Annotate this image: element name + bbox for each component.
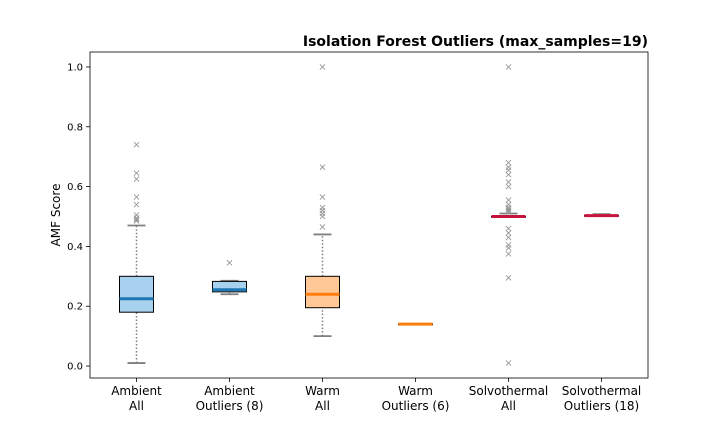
outlier-point: [505, 360, 512, 366]
outlier-stroke: [505, 197, 512, 203]
x-tick-label: Outliers (6): [382, 399, 450, 413]
outlier-stroke: [133, 176, 140, 183]
box-group: [119, 141, 154, 364]
outlier-point: [505, 171, 512, 178]
outlier-stroke: [505, 360, 512, 366]
y-tick-label: 1.0: [67, 62, 83, 73]
outlier-stroke: [133, 141, 140, 148]
outlier-point: [505, 225, 512, 232]
box-group: [491, 64, 526, 366]
outlier-stroke: [226, 259, 233, 266]
outlier-stroke: [505, 234, 512, 241]
outlier-point: [319, 204, 326, 211]
outlier-stroke: [505, 179, 512, 186]
outlier-stroke: [133, 218, 140, 224]
outlier-point: [505, 201, 512, 208]
outlier-stroke: [319, 194, 326, 200]
outlier-stroke: [133, 201, 140, 208]
outlier-point: [133, 170, 140, 177]
x-tick-label: Solvothermal: [562, 384, 642, 398]
outlier-point: [133, 176, 140, 183]
outlier-point: [319, 210, 326, 217]
plot-area: 0.00.20.40.60.81.0AmbientAllAmbientOutli…: [67, 51, 649, 413]
outlier-stroke: [133, 216, 140, 223]
x-tick-label: All: [501, 399, 516, 413]
box-group: [398, 322, 433, 326]
outlier-stroke: [133, 170, 140, 177]
chart-title: Isolation Forest Outliers (max_samples=1…: [303, 34, 648, 50]
outlier-point: [505, 274, 512, 281]
outlier-point: [505, 167, 512, 174]
outlier-stroke: [505, 167, 512, 174]
x-tick-label: Solvothermal: [469, 384, 549, 398]
outlier-stroke: [505, 274, 512, 281]
outlier-point: [319, 64, 326, 70]
outlier-point: [319, 224, 326, 230]
outlier-stroke: [319, 164, 326, 171]
outlier-point: [505, 159, 512, 166]
x-tick-label: Warm: [398, 384, 433, 398]
outlier-stroke: [505, 250, 512, 257]
y-tick-label: 0.4: [67, 242, 83, 253]
outlier-point: [319, 207, 326, 214]
outlier-point: [505, 209, 512, 215]
outlier-point: [505, 207, 512, 214]
y-axis-title: AMF Score: [49, 184, 63, 247]
x-tick-label: Warm: [305, 384, 340, 398]
outlier-point: [505, 183, 512, 190]
outlier-stroke: [505, 207, 512, 214]
outlier-stroke: [319, 213, 326, 220]
x-tick-label: Ambient: [111, 384, 162, 398]
outlier-stroke: [319, 64, 326, 70]
x-tick-label: Outliers (18): [564, 399, 639, 413]
outlier-point: [133, 194, 140, 200]
outlier-stroke: [505, 183, 512, 190]
outlier-point: [133, 201, 140, 208]
outlier-point: [133, 216, 140, 223]
outlier-point: [505, 244, 512, 251]
outlier-point: [505, 197, 512, 203]
outlier-stroke: [505, 230, 512, 236]
outlier-point: [133, 141, 140, 148]
outlier-stroke: [505, 171, 512, 178]
iqr-box: [212, 280, 247, 293]
outlier-stroke: [505, 225, 512, 232]
outlier-point: [319, 194, 326, 200]
x-tick-label: Ambient: [204, 384, 255, 398]
outlier-point: [226, 259, 233, 266]
box-group: [305, 64, 340, 338]
outlier-point: [505, 234, 512, 241]
outlier-stroke: [133, 194, 140, 200]
outlier-point: [505, 179, 512, 186]
outlier-point: [505, 250, 512, 257]
x-tick-label: All: [315, 399, 330, 413]
y-tick-label: 0.8: [67, 122, 83, 133]
outlier-stroke: [505, 209, 512, 215]
outlier-point: [505, 230, 512, 236]
box-group: [584, 213, 619, 218]
outlier-point: [319, 213, 326, 220]
outlier-stroke: [505, 244, 512, 251]
iqr-box: [305, 275, 340, 309]
outlier-stroke: [505, 64, 512, 70]
y-tick-label: 0.6: [67, 182, 83, 193]
iqr-box: [119, 275, 154, 313]
y-tick-label: 0.0: [67, 362, 83, 373]
outlier-point: [505, 241, 512, 248]
outlier-stroke: [505, 159, 512, 166]
x-tick-label: Outliers (8): [196, 399, 264, 413]
plot-frame: [89, 51, 649, 379]
y-tick-label: 0.2: [67, 302, 83, 313]
outlier-point: [133, 212, 140, 218]
outlier-point: [319, 164, 326, 171]
outlier-point: [133, 218, 140, 224]
x-tick-label: All: [129, 399, 144, 413]
outlier-point: [505, 164, 512, 171]
outlier-point: [505, 64, 512, 70]
box-group: [212, 259, 247, 296]
outlier-stroke: [319, 224, 326, 230]
